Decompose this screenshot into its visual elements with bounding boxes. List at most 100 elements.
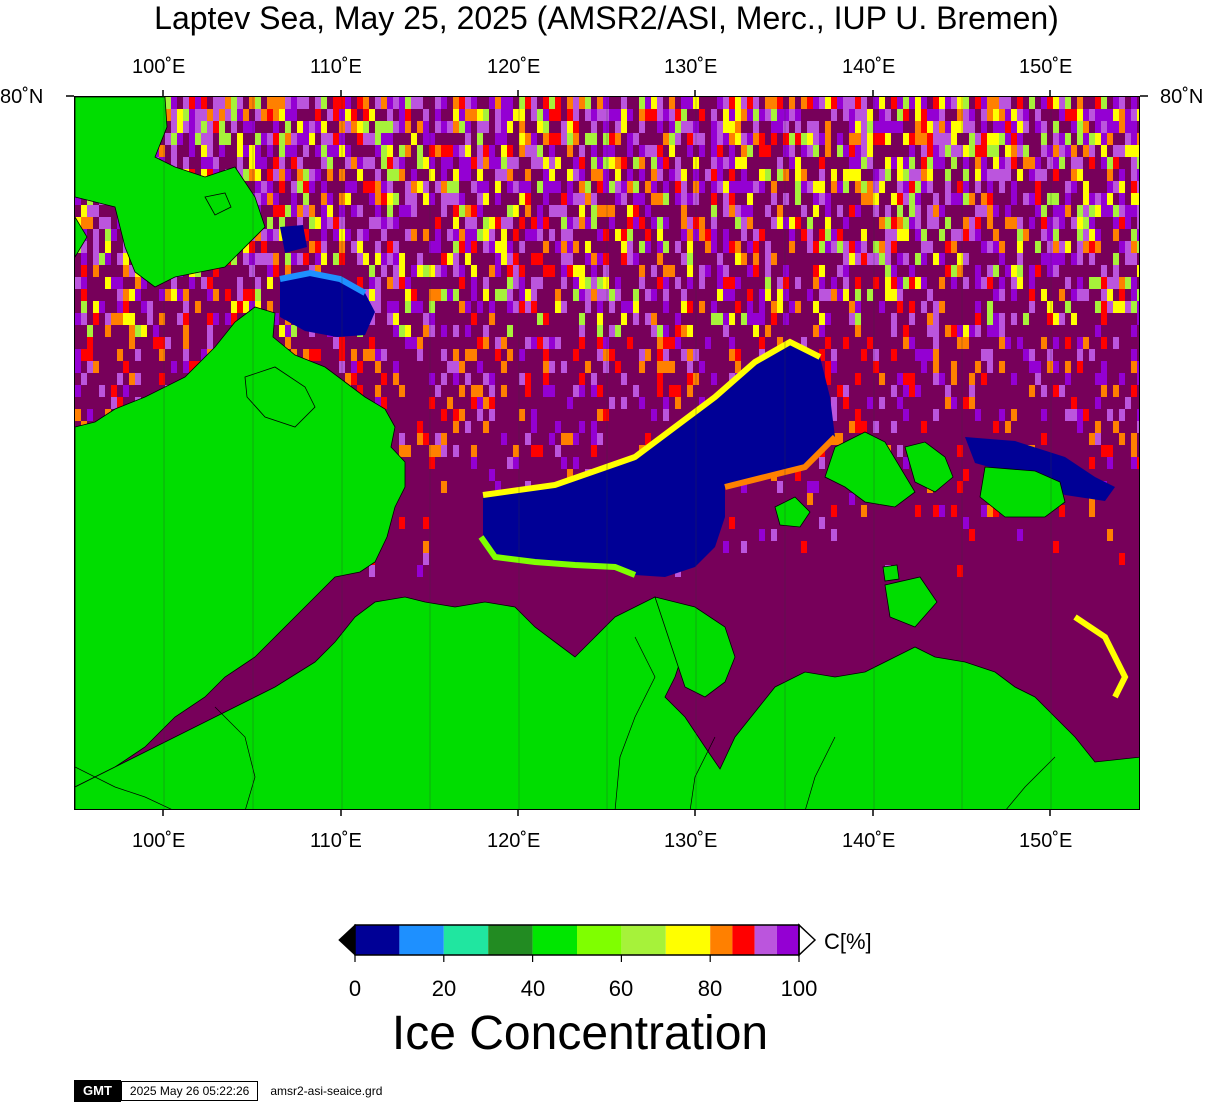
ice-cell <box>975 217 981 229</box>
ice-cell <box>921 109 927 121</box>
ice-cell <box>729 277 735 289</box>
ice-cell <box>921 145 927 157</box>
ice-cell <box>333 253 339 265</box>
ice-cell <box>267 193 273 205</box>
ice-cell <box>825 145 831 157</box>
ice-cell <box>921 97 927 109</box>
ice-cell <box>1017 229 1023 241</box>
ice-cell <box>1089 505 1095 517</box>
ice-cell <box>507 181 513 193</box>
ice-cell <box>459 145 465 157</box>
ice-cell <box>483 109 489 121</box>
ice-cell <box>255 253 261 265</box>
ice-cell <box>315 253 321 265</box>
ice-cell <box>549 385 555 397</box>
ice-cell <box>543 349 549 361</box>
ice-cell <box>819 289 825 301</box>
ice-cell <box>501 229 507 241</box>
ice-cell <box>825 289 831 301</box>
gmt-footer: GMT 2025 May 26 05:22:26 amsr2-asi-seaic… <box>74 1080 382 1102</box>
ice-cell <box>1011 409 1017 421</box>
ice-cell <box>909 181 915 193</box>
ice-cell <box>789 301 795 313</box>
land-bolshevik-island <box>75 216 88 258</box>
ice-cell <box>75 349 81 361</box>
ice-cell <box>1077 337 1083 349</box>
ice-cell <box>687 121 693 133</box>
ice-cell <box>561 433 567 445</box>
ice-cell <box>981 121 987 133</box>
ice-cell <box>171 121 177 133</box>
ice-cell <box>825 229 831 241</box>
ice-cell <box>543 109 549 121</box>
ice-cell <box>891 97 897 109</box>
ice-cell <box>891 277 897 289</box>
ice-cell <box>627 301 633 313</box>
ice-cell <box>555 97 561 109</box>
ice-cell <box>1077 217 1083 229</box>
ice-cell <box>525 169 531 181</box>
ice-cell <box>987 325 993 337</box>
ice-cell <box>1083 337 1089 349</box>
ice-cell <box>207 133 213 145</box>
ice-cell <box>249 241 255 253</box>
ice-cell <box>435 217 441 229</box>
ice-cell <box>1011 121 1017 133</box>
ice-cell <box>819 277 825 289</box>
ice-cell <box>861 121 867 133</box>
ice-cell <box>735 349 741 361</box>
ice-cell <box>945 397 951 409</box>
ice-cell <box>477 205 483 217</box>
ice-cell <box>747 133 753 145</box>
ice-cell <box>981 373 987 385</box>
ice-cell <box>849 253 855 265</box>
ice-cell <box>1041 145 1047 157</box>
ice-cell <box>333 229 339 241</box>
ice-cell <box>381 133 387 145</box>
ice-cell <box>735 205 741 217</box>
ice-cell <box>465 349 471 361</box>
ice-cell <box>813 97 819 109</box>
ice-cell <box>855 289 861 301</box>
ice-cell <box>573 157 579 169</box>
ice-cell <box>225 313 231 325</box>
ice-cell <box>1059 145 1065 157</box>
ice-cell <box>663 397 669 409</box>
ice-cell <box>603 337 609 349</box>
ice-cell <box>609 349 615 361</box>
ice-cell <box>489 469 495 481</box>
ice-cell <box>345 145 351 157</box>
ice-cell <box>375 349 381 361</box>
ice-cell <box>195 133 201 145</box>
ice-cell <box>723 541 729 553</box>
ice-cell <box>213 265 219 277</box>
ice-cell <box>1059 289 1065 301</box>
ice-cell <box>945 121 951 133</box>
ice-cell <box>1095 133 1101 145</box>
ice-cell <box>651 169 657 181</box>
ice-cell <box>885 229 891 241</box>
ice-cell <box>975 133 981 145</box>
ice-cell <box>567 169 573 181</box>
ice-cell <box>927 169 933 181</box>
ice-cell <box>603 409 609 421</box>
ice-cell <box>939 373 945 385</box>
ice-cell <box>237 109 243 121</box>
ice-cell <box>213 289 219 301</box>
ice-cell <box>969 373 975 385</box>
top-lon-tick-130: 130˚E <box>664 56 718 78</box>
ice-cell <box>915 181 921 193</box>
ice-cell <box>315 97 321 109</box>
ice-cell <box>933 121 939 133</box>
ice-cell <box>1077 289 1083 301</box>
ice-cell <box>711 193 717 205</box>
ice-cell <box>1053 541 1059 553</box>
ice-cell <box>597 109 603 121</box>
ice-cell <box>471 277 477 289</box>
ice-cell <box>225 109 231 121</box>
ice-cell <box>291 109 297 121</box>
ice-cell <box>1083 205 1089 217</box>
ice-cell <box>459 241 465 253</box>
ice-cell <box>435 97 441 109</box>
ice-cell <box>699 133 705 145</box>
